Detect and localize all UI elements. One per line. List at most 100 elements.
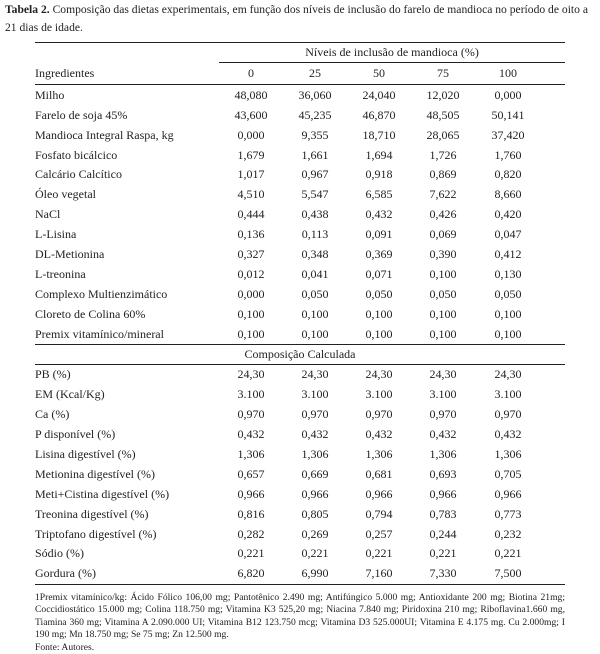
diet-composition-table: Níveis de inclusão de mandioca (%) Ingre…	[35, 41, 566, 585]
table-row: Farelo de soja 45% 43,600 45,235 46,870 48,5…	[35, 105, 565, 125]
cell-value: 0,918	[365, 167, 393, 182]
table-row: Ca (%) 0,970 0,970 0,970 0,970 0,970	[35, 405, 565, 425]
row-label: Premix vitamínico/mineral	[35, 326, 164, 341]
table-row: NaCl 0,444 0,438 0,432 0,426 0,420	[35, 205, 565, 225]
cell-value: 0,432	[237, 427, 265, 442]
cell-value: 0,100	[301, 306, 329, 321]
table-row: Meti+Cistina digestível (%) 0,966 0,966 0,9…	[35, 484, 565, 504]
table-row: Complexo Multienzimático 0,000 0,050 0,050 0…	[35, 284, 565, 304]
cell-value: 0,130	[494, 266, 522, 281]
cell-value: 0,970	[301, 407, 329, 422]
cell-value: 1,306	[494, 446, 522, 461]
cell-value: 3.100	[301, 387, 329, 402]
cell-value: 7,500	[475, 563, 566, 585]
cell-value: 0,000	[494, 87, 522, 102]
cell-value: 6,820	[219, 563, 283, 585]
row-label: Óleo vegetal	[35, 187, 96, 202]
cell-value: 0,816	[237, 506, 265, 521]
cell-value: 0,967	[301, 167, 329, 182]
row-label: Fosfato bicálcico	[35, 147, 118, 162]
row-label: Gordura (%)	[35, 563, 219, 585]
section-header: Composição Calculada	[35, 343, 566, 365]
cell-value: 46,870	[362, 107, 396, 122]
cell-value: 0,693	[429, 466, 457, 481]
table-row: L-treonina 0,012 0,041 0,071 0,100 0,130	[35, 264, 565, 284]
row-label: EM (Kcal/Kg)	[35, 387, 105, 402]
cell-value: 0,705	[494, 466, 522, 481]
cell-value: 6,585	[365, 187, 393, 202]
cell-value: 12,020	[426, 87, 460, 102]
column-header: 25	[283, 62, 347, 86]
cell-value: 0,432	[365, 427, 393, 442]
cell-value: 0,050	[429, 286, 457, 301]
cell-value: 0,783	[429, 506, 457, 521]
cell-value: 0,221	[429, 546, 457, 561]
row-label: Sódio (%)	[35, 546, 84, 561]
cell-value: 3.100	[429, 387, 457, 402]
cell-value: 0,050	[301, 286, 329, 301]
table-row: PB (%) 24,30 24,30 24,30 24,30 24,30	[35, 364, 565, 384]
cell-value: 1,694	[365, 147, 393, 162]
cell-value: 0,369	[365, 246, 393, 261]
row-label: DL-Metionina	[35, 246, 105, 261]
cell-value: 50,141	[491, 107, 525, 122]
cell-value: 0,438	[301, 207, 329, 222]
cell-value: 0,970	[494, 407, 522, 422]
cell-value: 0,444	[237, 207, 265, 222]
cell-value: 1,306	[237, 446, 265, 461]
cell-value: 0,327	[237, 246, 265, 261]
cell-value: 24,30	[237, 367, 265, 382]
table-row: P disponível (%) 0,432 0,432 0,432 0,432 0,43…	[35, 425, 565, 445]
row-label: Lisina digestível (%)	[35, 446, 136, 461]
row-label: Treonina digestível (%)	[35, 506, 149, 521]
column-header-row: Ingredientes 0 25 50 75 100	[35, 62, 566, 86]
cell-value: 7,330	[411, 563, 475, 585]
cell-value: 7,160	[347, 563, 411, 585]
cell-value: 1,306	[429, 446, 457, 461]
row-label: Ca (%)	[35, 407, 70, 422]
cell-value: 0,657	[237, 466, 265, 481]
table-caption: Tabela 2. Composição das dietas experime…	[5, 1, 597, 36]
cell-value: 0,113	[301, 227, 329, 242]
cell-value: 0,257	[365, 526, 393, 541]
caption-text: Composição das dietas experimentais, em …	[5, 3, 588, 34]
row-label: Calcário Calcítico	[35, 167, 122, 182]
cell-value: 0,041	[301, 266, 329, 281]
cell-value: 0,100	[301, 326, 329, 341]
cell-value: 0,970	[365, 407, 393, 422]
cell-value: 5,547	[301, 187, 329, 202]
row-label: Metionina digestível (%)	[35, 466, 155, 481]
cell-value: 8,660	[494, 187, 522, 202]
cell-value: 0,136	[237, 227, 265, 242]
cell-value: 9,355	[301, 127, 329, 142]
table-row: Sódio (%) 0,221 0,221 0,221 0,221 0,221	[35, 544, 565, 564]
cell-value: 0,432	[494, 427, 522, 442]
table-row: EM (Kcal/Kg) 3.100 3.100 3.100 3.100 3.100	[35, 385, 565, 405]
row-label: Cloreto de Colina 60%	[35, 306, 146, 321]
table-row: Fosfato bicálcico 1,679 1,661 1,694 1,726 1,7…	[35, 145, 565, 165]
cell-value: 1,306	[365, 446, 393, 461]
cell-value: 1,760	[494, 147, 522, 162]
cell-value: 0,348	[301, 246, 329, 261]
cell-value: 45,235	[298, 107, 332, 122]
group-header: Níveis de inclusão de mandioca (%)	[219, 41, 566, 64]
cell-value: 0,100	[365, 326, 393, 341]
cell-value: 0,970	[429, 407, 457, 422]
table-row: Treonina digestível (%) 0,816 0,805 0,794 0,…	[35, 504, 565, 524]
cell-value: 24,30	[301, 367, 329, 382]
cell-value: 37,420	[491, 127, 525, 142]
cell-value: 0,012	[237, 266, 265, 281]
cell-value: 18,710	[362, 127, 396, 142]
cell-value: 0,221	[365, 546, 393, 561]
cell-value: 3.100	[494, 387, 522, 402]
cell-value: 0,100	[429, 266, 457, 281]
cell-value: 1,017	[237, 167, 265, 182]
table-row: L-Lisina 0,136 0,113 0,091 0,069 0,047	[35, 225, 565, 245]
cell-value: 0,050	[365, 286, 393, 301]
cell-value: 0,970	[237, 407, 265, 422]
table-row: Calcário Calcítico 1,017 0,967 0,918 0,869 0,…	[35, 165, 565, 185]
table-row: Metionina digestível (%) 0,657 0,669 0,681 0…	[35, 464, 565, 484]
cell-value: 0,966	[301, 486, 329, 501]
column-header: 100	[475, 62, 566, 86]
row-label: Milho	[35, 87, 65, 102]
